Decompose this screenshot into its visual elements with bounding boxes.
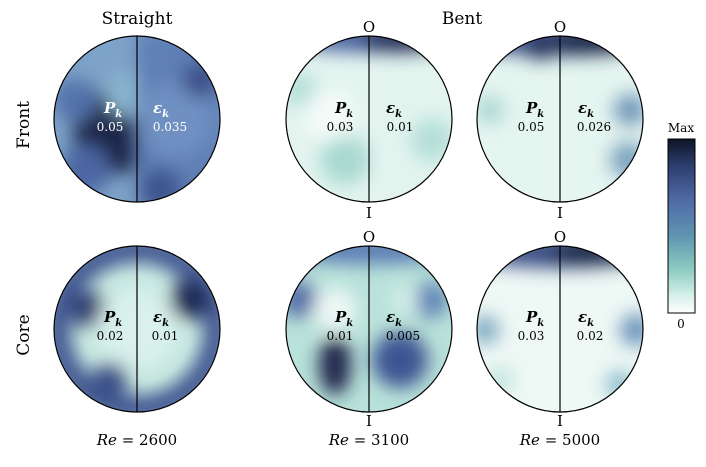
- inner-label: I: [557, 412, 563, 430]
- production-symbol: Pk: [525, 99, 544, 120]
- production-value: 0.03: [518, 329, 545, 343]
- reynolds-label-5000: Re = 5000: [519, 431, 600, 449]
- dissipation-value: 0.02: [577, 329, 604, 343]
- dissipation-symbol: εk: [578, 99, 594, 120]
- production-symbol: Pk: [334, 308, 353, 329]
- panel-front-2600: Pk 0.05 εk 0.035: [53, 35, 221, 203]
- outer-label: O: [554, 18, 566, 36]
- colorbar-max-label: Max: [668, 121, 694, 135]
- production-value: 0.05: [97, 120, 124, 134]
- inner-label: I: [366, 412, 372, 430]
- dissipation-value: 0.005: [386, 329, 420, 343]
- dissipation-symbol: εk: [153, 308, 169, 329]
- dissipation-value: 0.01: [387, 120, 414, 134]
- reynolds-label-2600: Re = 2600: [96, 431, 177, 449]
- colorbar-min-label: 0: [677, 317, 685, 331]
- dissipation-symbol: εk: [153, 99, 169, 120]
- row-title-front: Front: [14, 101, 34, 149]
- production-value: 0.01: [327, 329, 354, 343]
- outer-label: O: [363, 18, 375, 36]
- panel-core-5000: O I Pk 0.03 εk 0.02: [476, 228, 644, 430]
- production-symbol: Pk: [525, 308, 544, 329]
- production-symbol: Pk: [334, 99, 353, 120]
- reynolds-label-3100: Re = 3100: [328, 431, 409, 449]
- outer-label: O: [363, 228, 375, 246]
- inner-label: I: [557, 204, 563, 222]
- panel-front-3100: O I Pk 0.03 εk 0.01: [285, 18, 453, 222]
- outer-label: O: [554, 228, 566, 246]
- panel-core-2600: Pk 0.02 εk 0.01: [53, 245, 221, 413]
- column-title-straight: Straight: [102, 9, 173, 29]
- colorbar-gradient: [667, 138, 696, 314]
- dissipation-value: 0.035: [153, 120, 187, 134]
- panel-front-5000: O I Pk 0.05 εk 0.026: [476, 18, 644, 222]
- dissipation-symbol: εk: [386, 308, 402, 329]
- production-symbol: Pk: [103, 308, 122, 329]
- dissipation-symbol: εk: [386, 99, 402, 120]
- dissipation-symbol: εk: [578, 308, 594, 329]
- production-value: 0.05: [518, 120, 545, 134]
- production-symbol: Pk: [103, 99, 122, 120]
- row-title-core: Core: [14, 314, 34, 355]
- dissipation-value: 0.01: [152, 329, 179, 343]
- dissipation-value: 0.026: [577, 120, 611, 134]
- panel-core-3100: O I Pk 0.01 εk 0.005: [285, 228, 453, 430]
- colorbar: Max 0: [667, 121, 696, 331]
- inner-label: I: [366, 204, 372, 222]
- production-value: 0.03: [327, 120, 354, 134]
- column-title-bent: Bent: [442, 9, 483, 29]
- production-value: 0.02: [97, 329, 124, 343]
